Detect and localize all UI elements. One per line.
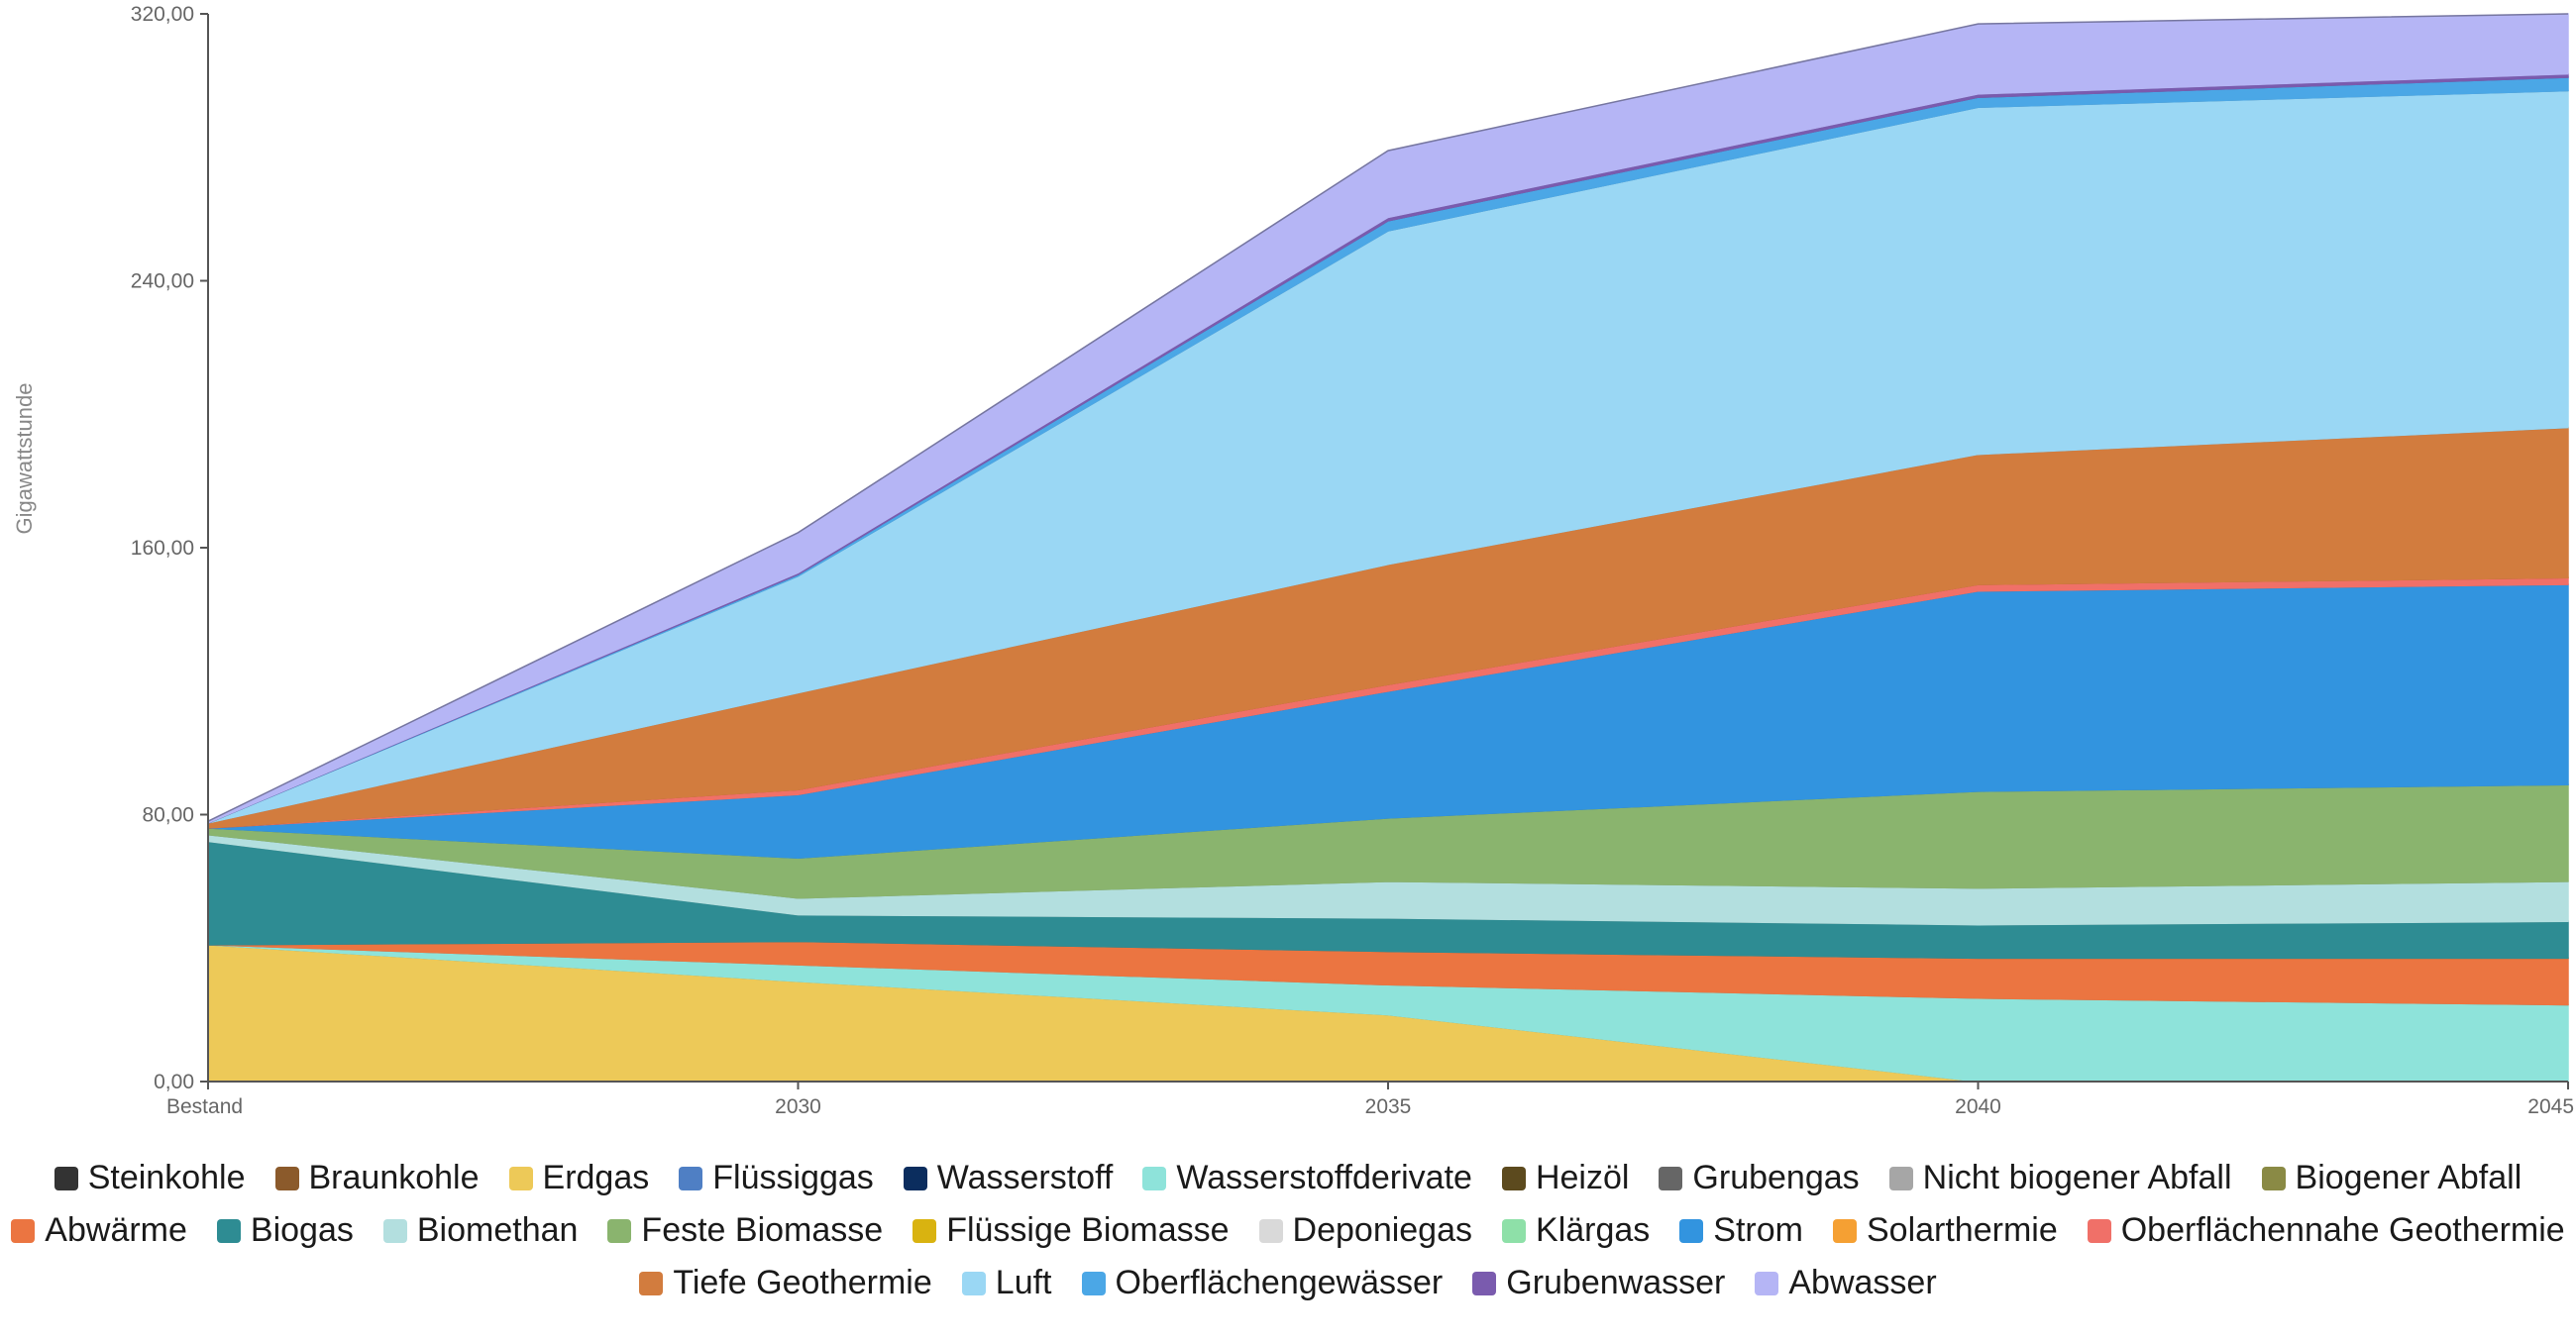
- legend-label: Flüssige Biomasse: [946, 1211, 1230, 1249]
- stacked-area-chart: 0,00 80,00 160,00 240,00 320,00 Bestand 2030 2…: [12, 3, 2574, 1118]
- legend-item[interactable]: Grubenwasser: [1472, 1264, 1725, 1302]
- legend-label: Wasserstoffderivate: [1176, 1159, 1472, 1196]
- legend-item[interactable]: Solarthermie: [1832, 1211, 2058, 1250]
- legend-item[interactable]: Klärgas: [1502, 1211, 1650, 1250]
- y-axis-label: Gigawattstunde: [12, 383, 37, 535]
- y-tick-label: 0,00: [154, 1071, 194, 1093]
- legend-swatch: [2261, 1166, 2286, 1190]
- legend-item[interactable]: Deponiegas: [1258, 1211, 1473, 1250]
- legend-label: Erdgas: [542, 1159, 650, 1196]
- legend-swatch: [1502, 1218, 1527, 1243]
- legend-label: Abwasser: [1788, 1264, 1937, 1301]
- legend-item[interactable]: Nicht biogener Abfall: [1888, 1159, 2232, 1197]
- legend-item[interactable]: Luft: [961, 1264, 1052, 1302]
- legend-item[interactable]: Erdgas: [508, 1159, 650, 1197]
- legend-swatch: [607, 1218, 632, 1243]
- legend-item[interactable]: Wasserstoffderivate: [1142, 1159, 1472, 1197]
- legend-swatch: [961, 1271, 986, 1295]
- legend-label: Oberflächengewässer: [1115, 1264, 1444, 1301]
- legend-item[interactable]: Oberflächennahe Geothermie: [2087, 1211, 2565, 1250]
- legend-swatch: [382, 1218, 407, 1243]
- y-tick-label: 80,00: [142, 804, 194, 827]
- legend-swatch: [2087, 1218, 2111, 1243]
- legend-swatch: [1679, 1218, 1704, 1243]
- legend-label: Steinkohle: [87, 1159, 246, 1196]
- legend-item[interactable]: Oberflächengewässer: [1081, 1264, 1444, 1302]
- legend-item[interactable]: Abwärme: [11, 1211, 187, 1250]
- legend-swatch: [274, 1166, 299, 1190]
- y-tick-label: 240,00: [131, 270, 194, 293]
- legend-item[interactable]: Steinkohle: [54, 1159, 246, 1197]
- area-edge-line: [207, 13, 2569, 822]
- legend-item[interactable]: Flüssiggas: [679, 1159, 874, 1197]
- legend-item[interactable]: Braunkohle: [274, 1159, 480, 1197]
- y-tick-label: 320,00: [131, 3, 194, 26]
- legend-label: Biomethan: [416, 1211, 579, 1249]
- legend-item[interactable]: Flüssige Biomasse: [912, 1211, 1230, 1250]
- legend-swatch: [11, 1218, 36, 1243]
- legend-item[interactable]: Biomethan: [382, 1211, 579, 1250]
- legend-swatch: [54, 1166, 78, 1190]
- legend-swatch: [1755, 1271, 1779, 1295]
- legend-swatch: [508, 1166, 533, 1190]
- legend-label: Biogas: [250, 1211, 354, 1249]
- legend-label: Braunkohle: [308, 1159, 480, 1196]
- area-abwasser: [207, 13, 2569, 825]
- legend-swatch: [1832, 1218, 1857, 1243]
- x-tick-label: 2030: [775, 1095, 821, 1118]
- x-ticks-group: Bestand 2030 2035 2040 2045: [166, 1082, 2574, 1118]
- legend-label: Grubengas: [1692, 1159, 1860, 1196]
- legend-swatch: [679, 1166, 703, 1190]
- area-series-group: [207, 13, 2569, 1083]
- x-tick-label: 2035: [1365, 1095, 1412, 1118]
- legend-swatch: [216, 1218, 241, 1243]
- legend-item[interactable]: Strom: [1679, 1211, 1803, 1250]
- legend-swatch: [1142, 1166, 1167, 1190]
- legend-swatch: [1659, 1166, 1683, 1190]
- y-tick-label: 160,00: [131, 537, 194, 560]
- legend-label: Solarthermie: [1866, 1211, 2058, 1249]
- x-tick-label: 2040: [1955, 1095, 2001, 1118]
- legend-item[interactable]: Tiefe Geothermie: [639, 1264, 932, 1302]
- chart-legend: Steinkohle Braunkohle Erdgas Flüssiggas Wass…: [0, 1159, 2576, 1302]
- legend-swatch: [1258, 1218, 1283, 1243]
- legend-swatch: [912, 1218, 937, 1243]
- legend-label: Tiefe Geothermie: [673, 1264, 932, 1301]
- legend-item[interactable]: Abwasser: [1755, 1264, 1937, 1302]
- x-tick-label: 2045: [2527, 1095, 2574, 1118]
- legend-item[interactable]: Feste Biomasse: [607, 1211, 883, 1250]
- legend-item[interactable]: Wasserstoff: [903, 1159, 1114, 1197]
- legend-label: Heizöl: [1535, 1159, 1630, 1196]
- legend-label: Wasserstoff: [936, 1159, 1114, 1196]
- legend-label: Klärgas: [1536, 1211, 1651, 1249]
- legend-label: Luft: [995, 1264, 1052, 1301]
- legend-label: Abwärme: [45, 1211, 187, 1249]
- legend-swatch: [1501, 1166, 1526, 1190]
- legend-label: Strom: [1713, 1211, 1803, 1249]
- x-tick-label: Bestand: [166, 1095, 243, 1118]
- legend-label: Grubenwasser: [1506, 1264, 1726, 1301]
- legend-swatch: [903, 1166, 927, 1190]
- legend-label: Deponiegas: [1292, 1211, 1473, 1249]
- legend-swatch: [1081, 1271, 1106, 1295]
- legend-item[interactable]: Biogas: [216, 1211, 354, 1250]
- y-ticks-group: 0,00 80,00 160,00 240,00 320,00: [131, 3, 208, 1093]
- legend-item[interactable]: Grubengas: [1659, 1159, 1860, 1197]
- legend-item[interactable]: Biogener Abfall: [2261, 1159, 2522, 1197]
- legend-label: Feste Biomasse: [641, 1211, 884, 1249]
- legend-label: Oberflächennahe Geothermie: [2120, 1211, 2565, 1249]
- legend-swatch: [639, 1271, 664, 1295]
- legend-swatch: [1888, 1166, 1913, 1190]
- legend-swatch: [1472, 1271, 1497, 1295]
- legend-label: Flüssiggas: [712, 1159, 874, 1196]
- legend-label: Nicht biogener Abfall: [1922, 1159, 2232, 1196]
- legend-item[interactable]: Heizöl: [1501, 1159, 1630, 1197]
- legend-label: Biogener Abfall: [2295, 1159, 2522, 1196]
